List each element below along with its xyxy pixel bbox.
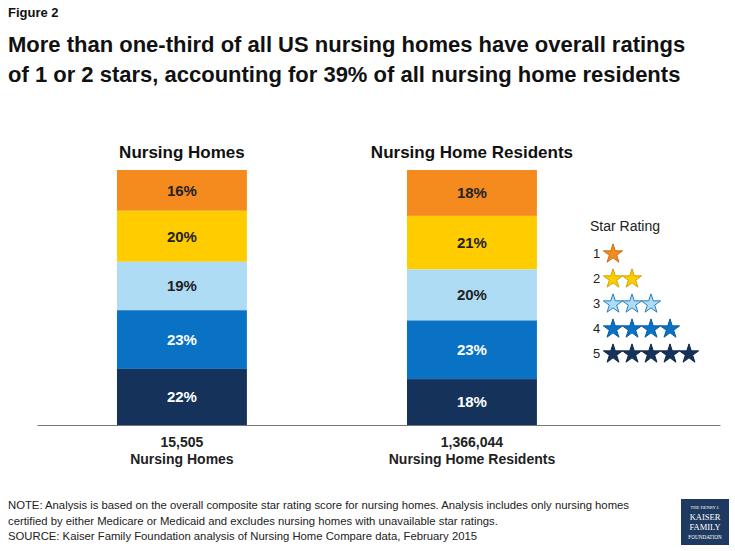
data-labels: 16% 18% 20% 21% 19% 20% 23% 23% 22% 18%	[167, 182, 487, 411]
data-label: 16%	[167, 182, 197, 199]
bar-segment	[117, 369, 247, 425]
bar-segment	[407, 170, 537, 216]
legend-symbol	[660, 319, 679, 337]
figure-label: Figure 2	[8, 5, 59, 20]
data-label: 23%	[457, 341, 487, 358]
legend-label: 5	[593, 346, 600, 361]
legend-symbol	[603, 269, 622, 287]
legend-title: Star Rating	[590, 218, 660, 234]
legend-label: 2	[593, 271, 600, 286]
legend-label: 1	[593, 246, 600, 261]
bar-segment	[117, 262, 247, 310]
legend-symbol	[603, 294, 622, 312]
legend-symbol	[622, 344, 641, 362]
data-label: 18%	[457, 393, 487, 410]
logo-text: KAISER	[690, 512, 721, 522]
logo-text: FAMILY	[689, 522, 720, 532]
bar-segment	[407, 320, 537, 379]
legend-symbol	[641, 294, 660, 312]
logo-box	[681, 499, 729, 545]
note: certified by either Medicare or Medicaid…	[8, 515, 498, 527]
bar-segment	[407, 379, 537, 425]
legend-symbol	[641, 319, 660, 337]
legend-symbol	[603, 344, 622, 362]
x-axis: 15,505Nursing Homes 1,366,044Nursing Home…	[38, 426, 721, 468]
legend-symbol	[622, 294, 641, 312]
bar-segment	[407, 269, 537, 320]
legend-symbol	[622, 319, 641, 337]
tick-label: 1,366,044Nursing Home Residents	[389, 434, 556, 468]
note: SOURCE: Kaiser Family Foundation analysi…	[8, 530, 477, 542]
data-label: 19%	[167, 277, 197, 294]
chart: Figure 2 More than one-third of all US nu…	[0, 0, 735, 551]
axis-line	[38, 425, 721, 426]
legend-label: 3	[593, 296, 600, 311]
title: More than one-third of all US nursing ho…	[8, 32, 685, 87]
data-label: 20%	[167, 228, 197, 245]
data-label: 20%	[457, 286, 487, 303]
logo-text: FOUNDATION	[688, 534, 722, 540]
legend-symbol	[622, 269, 641, 287]
column-heading: Nursing Homes	[119, 143, 245, 162]
bar-segment	[407, 216, 537, 270]
legend-symbol	[603, 319, 622, 337]
plot-area	[117, 170, 537, 425]
tick-label: 15,505Nursing Homes	[130, 434, 234, 468]
legend-symbol	[679, 344, 698, 362]
data-label: 18%	[457, 184, 487, 201]
legend: Star Rating 1 2 3 4 5	[590, 218, 699, 362]
column-heading: Nursing Home Residents	[371, 143, 573, 162]
logo: THE HENRY J. KAISERFAMILY FOUNDATION	[681, 499, 729, 545]
note: NOTE: Analysis is based on the overall c…	[8, 499, 629, 511]
bar-segment	[117, 170, 247, 211]
tick: 1,366,044Nursing Home Residents	[389, 434, 556, 468]
data-label: 22%	[167, 388, 197, 405]
data-label: 21%	[457, 234, 487, 251]
legend-symbol	[641, 344, 660, 362]
legend-label: 4	[593, 321, 600, 336]
legend-symbol	[603, 244, 622, 262]
tick: 15,505Nursing Homes	[130, 434, 234, 468]
bar-segment	[117, 310, 247, 369]
logo-text: THE HENRY J.	[691, 505, 720, 510]
bar-segment	[117, 211, 247, 262]
legend-symbol	[660, 344, 679, 362]
data-label: 23%	[167, 331, 197, 348]
